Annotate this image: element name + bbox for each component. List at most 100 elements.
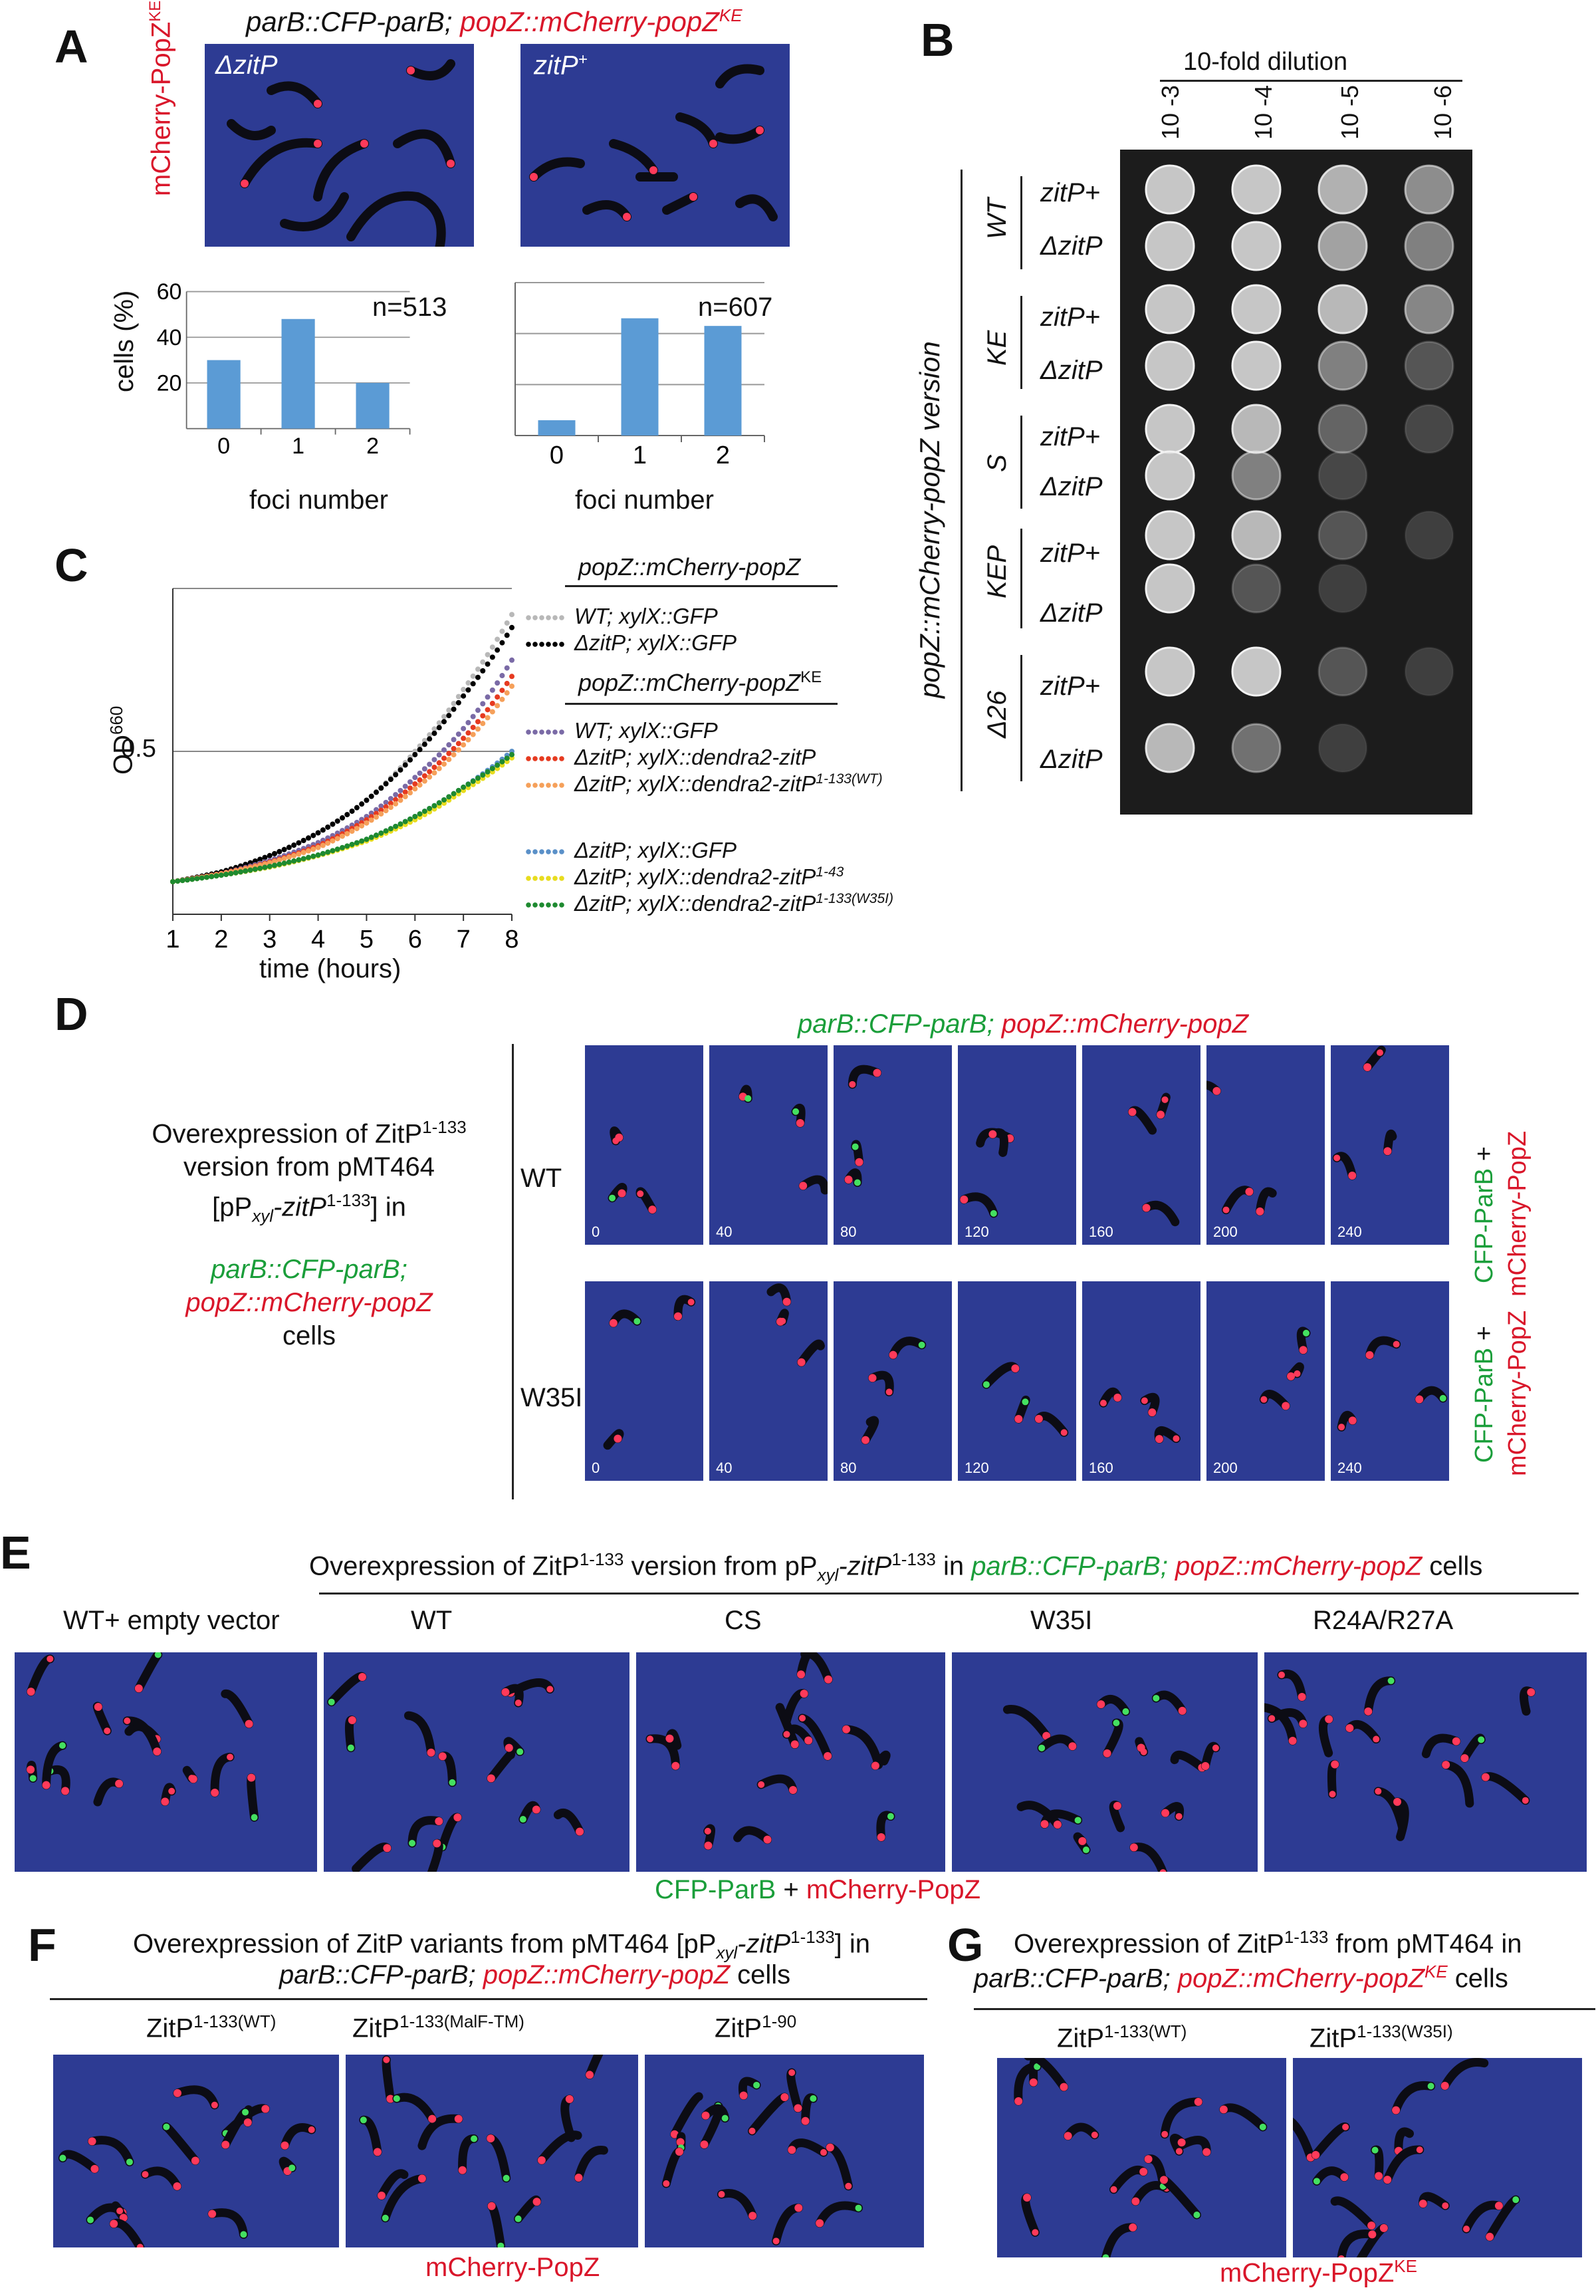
cell xyxy=(1365,1336,1401,1360)
popz-focus xyxy=(27,1688,35,1696)
data-point xyxy=(446,757,452,763)
b-row-kep-1: zitP+ xyxy=(1040,539,1101,568)
cells-graphic xyxy=(608,1126,657,1214)
popz-focus xyxy=(261,2105,270,2113)
data-point xyxy=(272,858,277,864)
b-group-kep: KEP xyxy=(982,545,1012,598)
cell xyxy=(359,2115,382,2156)
popz-focus xyxy=(675,2148,684,2156)
cells-graphic xyxy=(359,2055,608,2247)
popz-focus xyxy=(960,1195,969,1204)
data-point xyxy=(455,694,461,700)
cell xyxy=(861,1416,879,1445)
focus xyxy=(1091,2131,1098,2138)
data-point xyxy=(393,792,399,798)
data-point xyxy=(431,726,437,732)
data-point xyxy=(441,797,447,803)
micrograph: 0 xyxy=(585,1045,703,1245)
data-point xyxy=(470,681,476,687)
popz-focus xyxy=(801,2116,810,2125)
b-group-rule-ke xyxy=(1020,296,1022,389)
data-point xyxy=(388,826,394,832)
focus xyxy=(1060,1429,1068,1436)
focus xyxy=(87,2216,94,2224)
popz-focus xyxy=(790,1740,799,1749)
data-point xyxy=(427,805,433,811)
cell xyxy=(162,2122,200,2166)
focus xyxy=(1038,1744,1046,1751)
data-point xyxy=(427,774,433,780)
cell xyxy=(1373,1787,1407,1833)
data-point xyxy=(461,686,467,692)
cells-graphic xyxy=(739,1084,828,1195)
popz-focus xyxy=(487,2202,496,2210)
data-point xyxy=(349,808,355,814)
cells-graphic xyxy=(1332,1045,1397,1180)
colony-spot xyxy=(1145,510,1195,561)
timepoint-label: 80 xyxy=(840,1460,857,1476)
popz-focus xyxy=(576,1827,584,1836)
cells-graphic xyxy=(1099,1387,1181,1444)
colony-spot xyxy=(1231,164,1282,215)
e-micrographs xyxy=(15,1652,1587,1872)
focus xyxy=(449,1779,456,1786)
focus xyxy=(1161,1096,1169,1103)
data-point xyxy=(398,787,403,793)
popz-focus xyxy=(1064,2132,1072,2140)
popz-focus xyxy=(1486,2232,1494,2241)
cell xyxy=(775,1703,800,1749)
focus xyxy=(168,1787,175,1795)
popz-focus xyxy=(1014,1415,1023,1424)
data-point xyxy=(402,783,408,789)
data-point xyxy=(495,647,501,653)
cell xyxy=(1024,2058,1069,2092)
cell xyxy=(1293,2117,1315,2162)
series-line xyxy=(170,751,514,884)
legend-swatch xyxy=(525,756,565,762)
micrograph xyxy=(636,1652,945,1872)
cells-graphic xyxy=(844,1065,881,1187)
b-group-wt: WT xyxy=(982,197,1012,239)
data-point xyxy=(320,850,326,856)
focus xyxy=(744,1095,752,1102)
x-tick-label: 1 xyxy=(166,926,179,954)
legend-item: WT; xylX::GFP xyxy=(525,604,718,629)
focus xyxy=(718,2191,725,2198)
data-point xyxy=(509,657,514,663)
img-label-zitp-plus: zitP+ xyxy=(534,51,588,80)
data-point xyxy=(455,700,461,705)
f-footer: mCherry-PopZ xyxy=(425,2253,600,2282)
popz-focus xyxy=(438,1752,447,1761)
popz-focus xyxy=(676,2138,685,2146)
data-point xyxy=(436,800,442,806)
popz-focus xyxy=(1060,2083,1068,2091)
x-tick-label: 5 xyxy=(360,926,374,954)
cell xyxy=(786,2068,802,2113)
data-point xyxy=(417,777,423,783)
cell xyxy=(134,1652,163,1693)
y-tick-label: 40 xyxy=(157,325,182,350)
legend-item: WT; xylX::GFP xyxy=(525,718,718,743)
cell xyxy=(173,2085,219,2110)
data-point xyxy=(489,765,495,771)
bar xyxy=(538,420,576,436)
legend-label: ΔzitP; xylX::GFP xyxy=(574,838,737,862)
popz-focus xyxy=(1129,2223,1137,2232)
data-point xyxy=(441,719,447,725)
data-point xyxy=(485,707,491,713)
micrograph-a-zitp-plus: zitP+ xyxy=(520,44,790,247)
popz-focus xyxy=(27,1765,35,1774)
data-point xyxy=(344,843,350,849)
focus xyxy=(1159,1869,1167,1872)
data-point xyxy=(306,835,311,841)
data-point xyxy=(223,871,229,877)
focus xyxy=(1268,1715,1276,1722)
focus xyxy=(788,2069,796,2077)
popz-focus xyxy=(794,2204,803,2212)
cell xyxy=(458,2134,479,2175)
data-point xyxy=(495,762,501,768)
popz-focus xyxy=(796,1118,804,1127)
data-point xyxy=(441,755,447,761)
series-line xyxy=(170,612,514,884)
data-point xyxy=(431,765,437,771)
